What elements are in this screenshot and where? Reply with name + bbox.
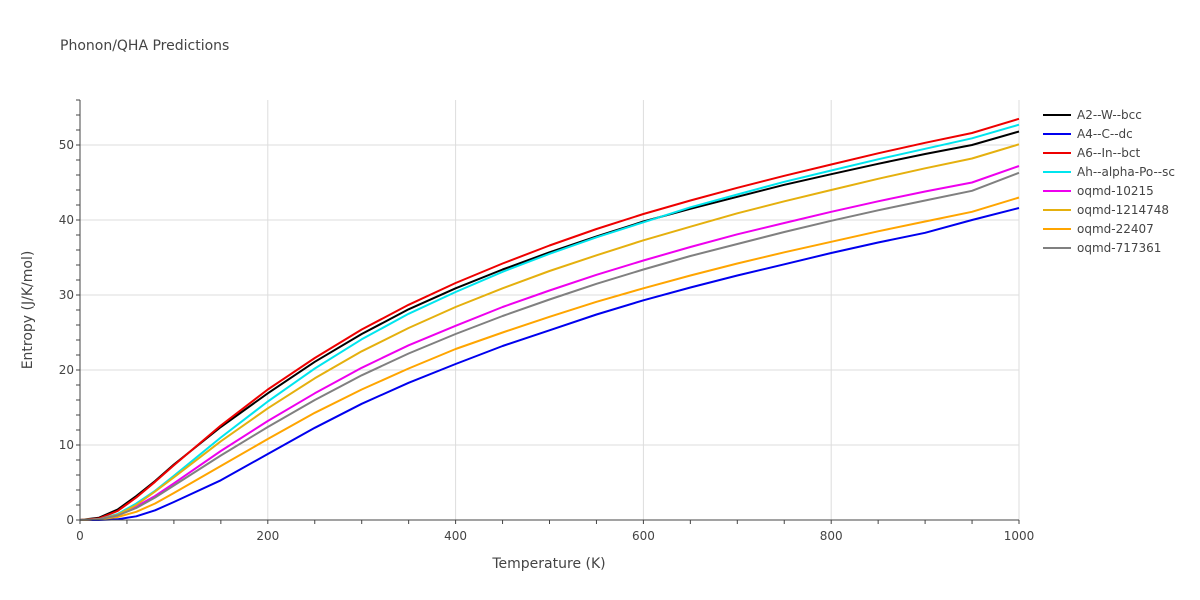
legend-item-A2--W--bcc[interactable]: A2--W--bcc xyxy=(1043,108,1142,122)
y-axis-label: Entropy (J/K/mol) xyxy=(20,251,36,370)
series-line-oqmd-10215 xyxy=(79,165,1020,521)
legend-label: A2--W--bcc xyxy=(1077,108,1142,122)
legend-label: oqmd-22407 xyxy=(1077,222,1154,236)
legend[interactable]: A2--W--bcc A4--C--dc A6--In--bct Ah--alpha-… xyxy=(1043,108,1175,255)
axes xyxy=(76,99,1020,524)
legend-label: oqmd-1214748 xyxy=(1077,203,1169,217)
x-tick-label: 800 xyxy=(820,529,843,543)
legend-label: oqmd-717361 xyxy=(1077,241,1161,255)
chart-title: Phonon/QHA Predictions xyxy=(60,38,229,54)
series-line-oqmd-1214748 xyxy=(79,143,1020,521)
legend-item-A4--C--dc[interactable]: A4--C--dc xyxy=(1043,127,1133,141)
x-tick-label: 0 xyxy=(76,529,84,543)
legend-item-oqmd-717361[interactable]: oqmd-717361 xyxy=(1043,241,1161,255)
legend-item-Ah--alpha-Po--sc[interactable]: Ah--alpha-Po--sc xyxy=(1043,165,1175,179)
series-line-A6--In--bct xyxy=(79,117,1020,521)
y-tick-label: 40 xyxy=(59,213,74,227)
tick-labels: 0 200 400 600 800 1000 0 10 20 30 40 50 xyxy=(59,138,1035,543)
y-tick-label: 50 xyxy=(59,138,74,152)
x-tick-label: 1000 xyxy=(1004,529,1035,543)
y-tick-label: 10 xyxy=(59,438,74,452)
x-tick-label: 600 xyxy=(632,529,655,543)
series-line-oqmd-22407 xyxy=(79,196,1020,521)
series-lines xyxy=(79,117,1020,521)
x-tick-label: 200 xyxy=(256,529,279,543)
series-line-A4--C--dc xyxy=(80,207,1020,521)
legend-label: oqmd-10215 xyxy=(1077,184,1154,198)
legend-item-oqmd-22407[interactable]: oqmd-22407 xyxy=(1043,222,1154,236)
legend-label: A4--C--dc xyxy=(1077,127,1133,141)
legend-item-A6--In--bct[interactable]: A6--In--bct xyxy=(1043,146,1141,160)
y-tick-label: 20 xyxy=(59,363,74,377)
gridlines xyxy=(80,100,1020,520)
legend-label: Ah--alpha-Po--sc xyxy=(1077,165,1175,179)
series-line-oqmd-717361 xyxy=(79,171,1020,521)
y-tick-label: 0 xyxy=(66,513,74,527)
legend-label: A6--In--bct xyxy=(1077,146,1141,160)
legend-item-oqmd-10215[interactable]: oqmd-10215 xyxy=(1043,184,1154,198)
x-tick-label: 400 xyxy=(444,529,467,543)
x-axis-label: Temperature (K) xyxy=(491,556,605,572)
legend-item-oqmd-1214748[interactable]: oqmd-1214748 xyxy=(1043,203,1169,217)
y-tick-label: 30 xyxy=(59,288,74,302)
